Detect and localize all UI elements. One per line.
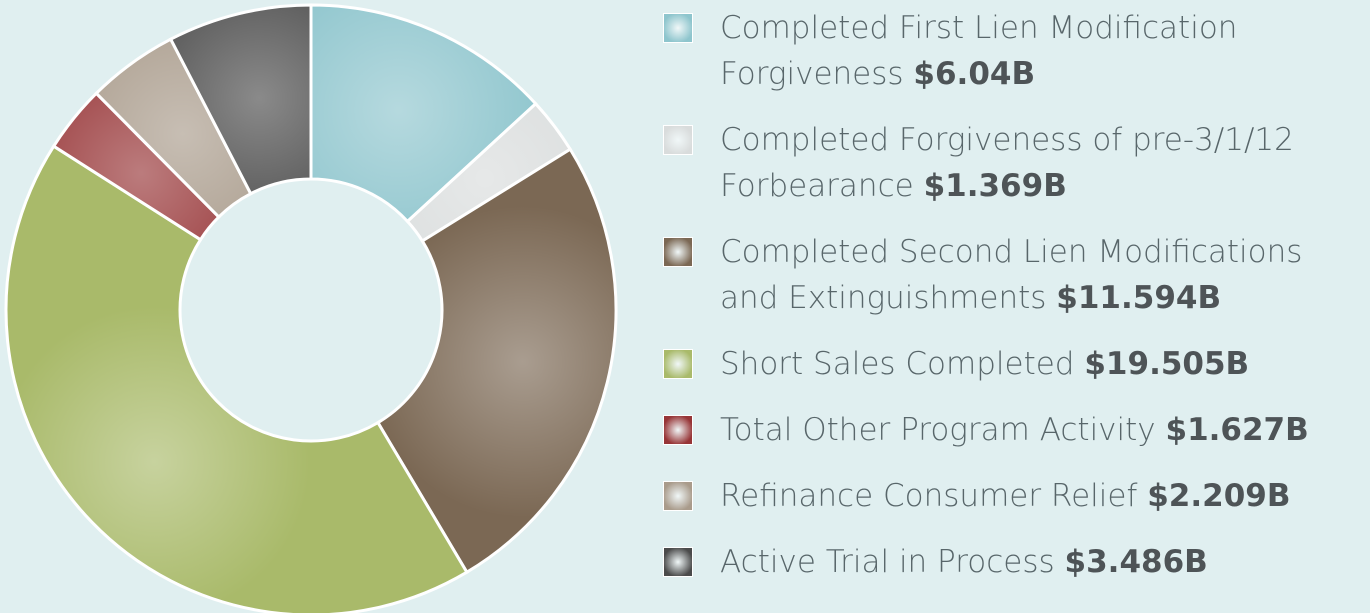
legend-text: Refinance Consumer Relief $2.209B xyxy=(720,473,1360,519)
legend-text: Active Trial in Process $3.486B xyxy=(720,539,1360,585)
slice-highlight xyxy=(311,5,536,222)
legend-text: Completed Second Lien Modifications and … xyxy=(720,229,1360,321)
legend-label: Active Trial in Process xyxy=(720,544,1055,580)
legend-label: Completed Second Lien Modifications and … xyxy=(720,234,1303,316)
legend-swatch xyxy=(663,415,693,445)
legend-label: Total Other Program Activity xyxy=(720,412,1156,448)
legend-swatch xyxy=(663,481,693,511)
legend-value: $11.594B xyxy=(1056,280,1222,316)
legend-text: Total Other Program Activity $1.627B xyxy=(720,407,1360,453)
legend: Completed First Lien Modification Forgiv… xyxy=(663,5,1363,585)
legend-swatch xyxy=(663,13,693,43)
slice-highlight xyxy=(96,39,251,217)
legend-value: $3.486B xyxy=(1064,544,1208,580)
legend-label: Completed Forgiveness of pre-3/1/12 Forb… xyxy=(720,122,1294,204)
legend-swatch xyxy=(663,349,693,379)
legend-item: Refinance Consumer Relief $2.209B xyxy=(663,473,1363,519)
legend-text: Completed Forgiveness of pre-3/1/12 Forb… xyxy=(720,117,1360,209)
legend-value: $1.369B xyxy=(923,168,1067,204)
legend-swatch xyxy=(663,237,693,267)
slice-highlight xyxy=(407,103,571,241)
legend-item: Completed Forgiveness of pre-3/1/12 Forb… xyxy=(663,117,1363,209)
legend-label: Refinance Consumer Relief xyxy=(720,478,1138,514)
legend-item: Active Trial in Process $3.486B xyxy=(663,539,1363,585)
legend-value: $6.04B xyxy=(913,56,1036,92)
legend-value: $2.209B xyxy=(1147,478,1291,514)
legend-text: Completed First Lien Modification Forgiv… xyxy=(720,5,1360,97)
legend-label: Completed First Lien Modification Forgiv… xyxy=(720,10,1238,92)
slice-highlight xyxy=(53,93,219,240)
legend-value: $19.505B xyxy=(1084,346,1250,382)
legend-item: Completed First Lien Modification Forgiv… xyxy=(663,5,1363,97)
legend-item: Total Other Program Activity $1.627B xyxy=(663,407,1363,453)
slice-highlight xyxy=(377,149,617,573)
legend-swatch xyxy=(663,547,693,577)
legend-item: Short Sales Completed $19.505B xyxy=(663,341,1363,387)
legend-label: Short Sales Completed xyxy=(720,346,1075,382)
legend-value: $1.627B xyxy=(1165,412,1309,448)
legend-item: Completed Second Lien Modifications and … xyxy=(663,229,1363,321)
legend-text: Short Sales Completed $19.505B xyxy=(720,341,1360,387)
legend-swatch xyxy=(663,125,693,155)
slice-highlight xyxy=(170,5,311,194)
chart xyxy=(4,3,618,613)
slice-highlight xyxy=(6,146,467,613)
